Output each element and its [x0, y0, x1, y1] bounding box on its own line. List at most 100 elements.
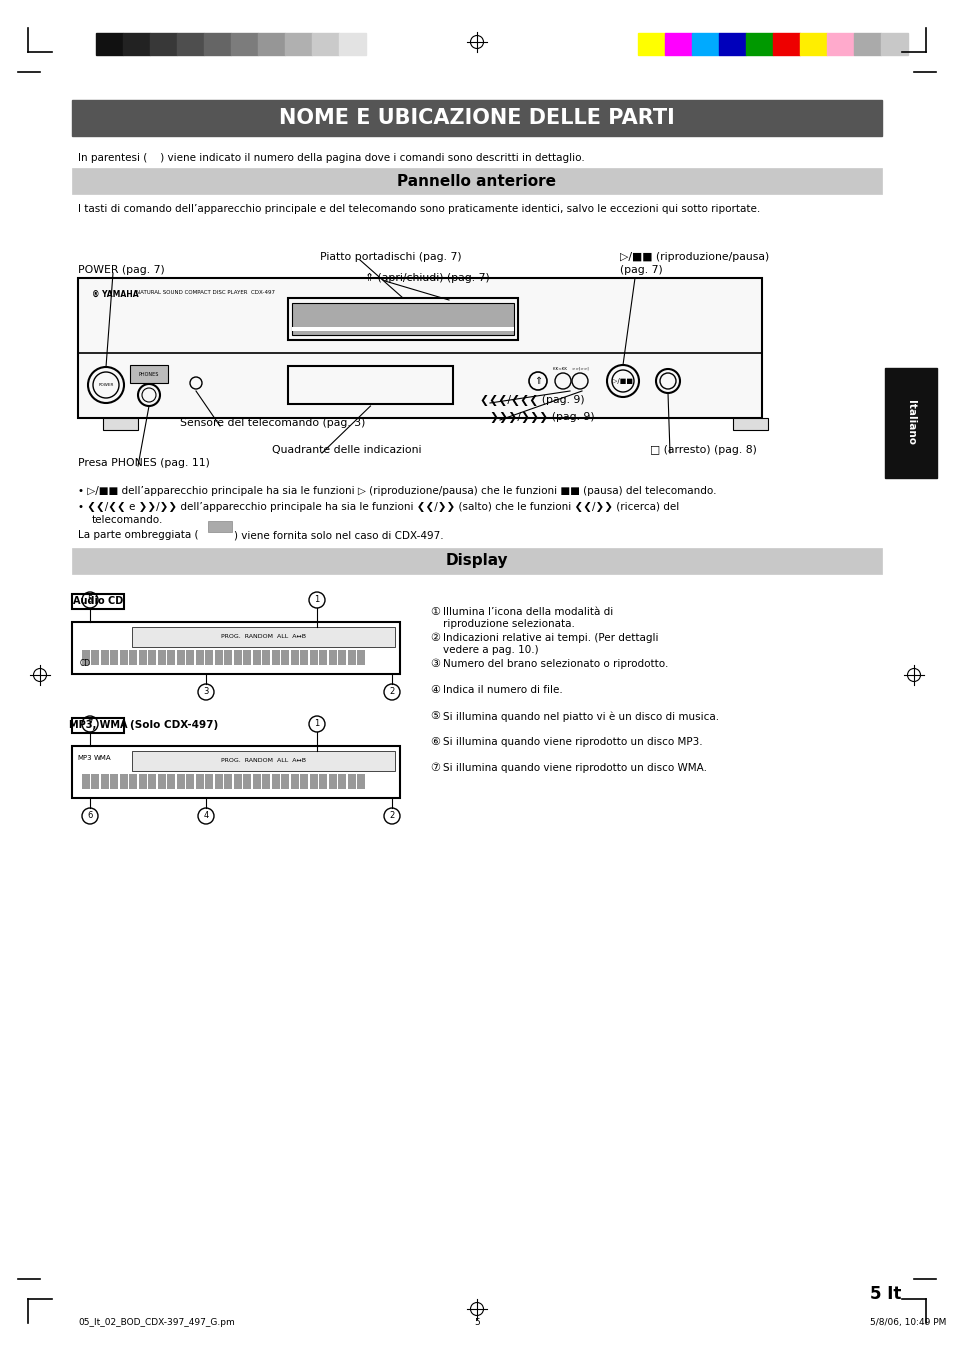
Bar — [233, 650, 242, 665]
Bar — [253, 650, 261, 665]
Bar — [71, 717, 124, 734]
Text: PROG.  RANDOM  ALL  A↔B: PROG. RANDOM ALL A↔B — [221, 635, 306, 639]
Text: vedere a pag. 10.): vedere a pag. 10.) — [442, 644, 538, 655]
Bar — [71, 621, 399, 674]
Bar — [177, 32, 204, 55]
Text: ⑦: ⑦ — [430, 763, 439, 773]
Bar — [205, 650, 213, 665]
Bar — [130, 774, 137, 789]
Bar — [149, 650, 156, 665]
Bar — [253, 774, 261, 789]
Bar — [288, 366, 453, 404]
Text: ▷/■■: ▷/■■ — [612, 378, 633, 384]
Bar — [130, 365, 168, 382]
Bar — [130, 650, 137, 665]
Text: Si illumina quando viene riprodotto un disco WMA.: Si illumina quando viene riprodotto un d… — [442, 763, 706, 773]
Text: I tasti di comando dell’apparecchio principale e del telecomando sono praticamen: I tasti di comando dell’apparecchio prin… — [78, 204, 760, 213]
Text: ⑥: ⑥ — [430, 738, 439, 747]
Bar — [149, 774, 156, 789]
Text: 3: 3 — [203, 688, 209, 697]
Bar — [732, 417, 767, 430]
Bar — [71, 100, 882, 136]
Text: ) viene fornita solo nel caso di CDX-497.: ) viene fornita solo nel caso di CDX-497… — [233, 530, 443, 540]
Bar — [204, 32, 231, 55]
Text: Piatto portadischi (pag. 7): Piatto portadischi (pag. 7) — [319, 253, 461, 262]
Text: 2: 2 — [389, 812, 395, 820]
Text: Display: Display — [445, 554, 508, 569]
Bar — [132, 627, 395, 647]
Bar — [272, 650, 280, 665]
Text: ⇑: ⇑ — [534, 376, 541, 386]
Text: Sensore del telecomando (pag. 3): Sensore del telecomando (pag. 3) — [180, 417, 365, 428]
Bar — [272, 774, 280, 789]
Text: POWER: POWER — [98, 382, 113, 386]
Text: 5: 5 — [88, 596, 92, 604]
Text: Italiano: Italiano — [905, 400, 915, 444]
Text: In parentesi (    ) viene indicato il numero della pagina dove i comandi sono de: In parentesi ( ) viene indicato il numer… — [78, 153, 584, 163]
Bar — [177, 774, 185, 789]
Bar — [168, 774, 175, 789]
Text: Audio CD: Audio CD — [72, 596, 123, 607]
Bar — [826, 32, 853, 55]
Bar — [638, 32, 664, 55]
Text: • ❮❮/❮❮ e ❯❯/❯❯ dell’apparecchio principale ha sia le funzioni ❮❮/❯❯ (salto) che: • ❮❮/❮❮ e ❯❯/❯❯ dell’apparecchio princip… — [78, 503, 679, 512]
Bar — [281, 774, 289, 789]
Bar — [111, 774, 118, 789]
Bar — [262, 650, 271, 665]
Text: ® YAMAHA: ® YAMAHA — [91, 290, 138, 299]
Bar — [262, 774, 271, 789]
Bar — [132, 751, 395, 771]
Bar — [853, 32, 880, 55]
Text: 1: 1 — [314, 596, 319, 604]
Text: (pag. 7): (pag. 7) — [619, 265, 662, 276]
Bar — [150, 32, 177, 55]
Text: NOME E UBICAZIONE DELLE PARTI: NOME E UBICAZIONE DELLE PARTI — [279, 108, 674, 128]
Bar — [91, 650, 99, 665]
Text: 1: 1 — [314, 720, 319, 728]
Text: ⑤: ⑤ — [430, 711, 439, 721]
Text: Indica il numero di file.: Indica il numero di file. — [442, 685, 562, 694]
Bar — [205, 774, 213, 789]
Bar — [745, 32, 772, 55]
Bar — [338, 32, 366, 55]
Bar — [120, 774, 128, 789]
Bar — [71, 594, 124, 609]
Bar — [214, 650, 223, 665]
Bar — [329, 650, 336, 665]
Text: La parte ombreggiata (: La parte ombreggiata ( — [78, 530, 198, 540]
Text: 05_It_02_BOD_CDX-397_497_G.pm: 05_It_02_BOD_CDX-397_497_G.pm — [78, 1319, 234, 1327]
Text: ③: ③ — [430, 659, 439, 669]
Bar — [288, 299, 517, 340]
Bar — [186, 774, 194, 789]
Bar — [291, 650, 298, 665]
Text: MP3: MP3 — [77, 755, 91, 761]
Bar — [329, 774, 336, 789]
Text: ❯❯❯/❯❯❯ (pag. 9): ❯❯❯/❯❯❯ (pag. 9) — [490, 412, 594, 423]
Bar — [82, 650, 90, 665]
Text: KK<KK    >>|>>|: KK<KK >>|>>| — [553, 367, 588, 372]
Bar — [664, 32, 691, 55]
Bar — [168, 650, 175, 665]
Text: 7: 7 — [88, 720, 92, 728]
Bar — [91, 774, 99, 789]
Bar — [880, 32, 907, 55]
Bar — [243, 774, 252, 789]
Text: NATURAL SOUND COMPACT DISC PLAYER  CDX-497: NATURAL SOUND COMPACT DISC PLAYER CDX-49… — [136, 290, 274, 295]
Text: Numero del brano selezionato o riprodotto.: Numero del brano selezionato o riprodott… — [442, 659, 668, 669]
Text: Si illumina quando nel piatto vi è un disco di musica.: Si illumina quando nel piatto vi è un di… — [442, 711, 719, 721]
Bar — [208, 521, 232, 532]
Text: ▷/■■ (riproduzione/pausa): ▷/■■ (riproduzione/pausa) — [619, 253, 768, 262]
Bar — [257, 32, 285, 55]
Text: 4: 4 — [203, 812, 209, 820]
Bar — [120, 650, 128, 665]
Bar — [338, 650, 346, 665]
Text: ②: ② — [430, 634, 439, 643]
Text: Si illumina quando viene riprodotto un disco MP3.: Si illumina quando viene riprodotto un d… — [442, 738, 702, 747]
Bar — [357, 774, 365, 789]
Bar — [292, 327, 514, 331]
Bar — [300, 774, 308, 789]
Bar — [214, 774, 223, 789]
Text: ①: ① — [430, 607, 439, 617]
Bar — [111, 650, 118, 665]
Bar — [139, 650, 147, 665]
